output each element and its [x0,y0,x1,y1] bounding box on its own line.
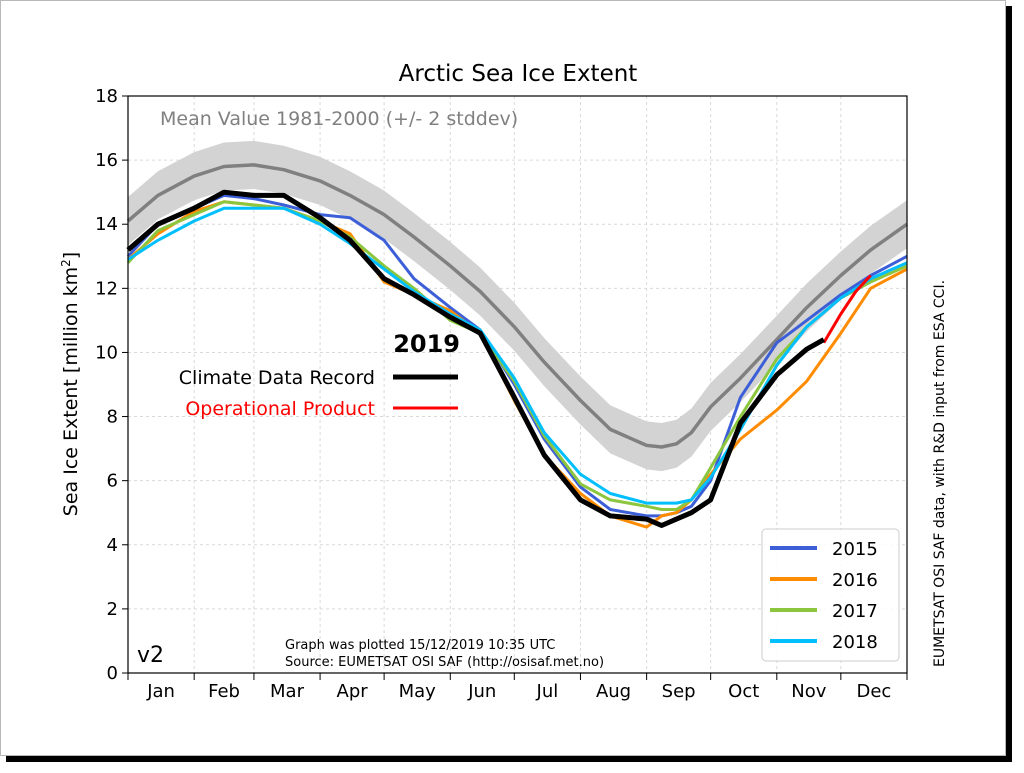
month-label: Sep [662,681,696,702]
month-label: Dec [856,681,891,702]
cdr-2019-line [126,189,826,528]
legend-label-2015: 2015 [832,539,878,560]
y-tick-label: 8 [107,407,118,428]
y-axis: 0 2 4 6 8 10 12 14 16 18 [95,86,128,684]
month-label: Jan [146,681,175,702]
month-label: Oct [728,681,759,702]
series-legend: 2015 2016 2017 2018 [761,528,900,662]
op-label: Operational Product [185,398,375,420]
month-label: May [399,681,437,702]
y-tick-label: 4 [107,535,118,556]
y-axis-label-text: Sea Ice Extent [million km [60,267,82,516]
legend-box [761,528,900,662]
y-axis-label-superscript: 2 [59,259,73,267]
series-line-2015 [126,193,908,518]
month-label: Jun [467,681,496,702]
month-label: Nov [791,681,826,702]
footnote-line-1: Graph was plotted 15/12/2019 10:35 UTC [285,638,555,653]
y-tick-label: 6 [107,471,118,492]
version-label: v2 [137,643,164,668]
stddev-band-area [128,140,907,472]
mean-line [126,163,909,449]
mean-value-label: Mean Value 1981-2000 (+/- 2 stddev) [160,108,518,130]
y-tick-label: 18 [95,86,118,107]
series-line-2018 [127,206,908,505]
y-tick-label: 12 [95,278,118,299]
x-axis: Jan Feb Mar Apr May Jun Jul Aug Sep Oct Nov Dec [127,673,908,702]
month-label: Mar [270,681,305,702]
chart-title: Arctic Sea Ice Extent [399,61,638,87]
month-label: Apr [337,681,369,702]
legend-label-2016: 2016 [832,570,878,591]
footnote-line-2: Source: EUMETSAT OSI SAF (http://osisaf.… [285,655,604,670]
year-label: 2019 [393,330,460,358]
month-label: Aug [596,681,631,702]
month-label: Feb [208,681,240,702]
series-line-2017 [126,200,908,511]
y-tick-label: 10 [95,342,118,363]
op-2019-line [822,274,872,344]
y-tick-label: 2 [107,599,118,620]
y-axis-label-end: ] [60,252,82,259]
y-axis-label: Sea Ice Extent [million km2] [59,252,82,516]
cdr-label: Climate Data Record [179,367,375,389]
stddev-band [126,140,909,472]
plot-border [127,95,908,674]
y-tick-label: 16 [95,150,118,171]
legend-label-2017: 2017 [832,601,878,622]
side-credit: EUMETSAT OSI SAF data, with R&D input fr… [932,280,948,667]
y-tick-label: 14 [95,214,118,235]
y-tick-label: 0 [107,663,118,684]
month-label: Jul [536,681,559,702]
series-lines [126,189,908,529]
legend-label-2018: 2018 [832,632,878,653]
